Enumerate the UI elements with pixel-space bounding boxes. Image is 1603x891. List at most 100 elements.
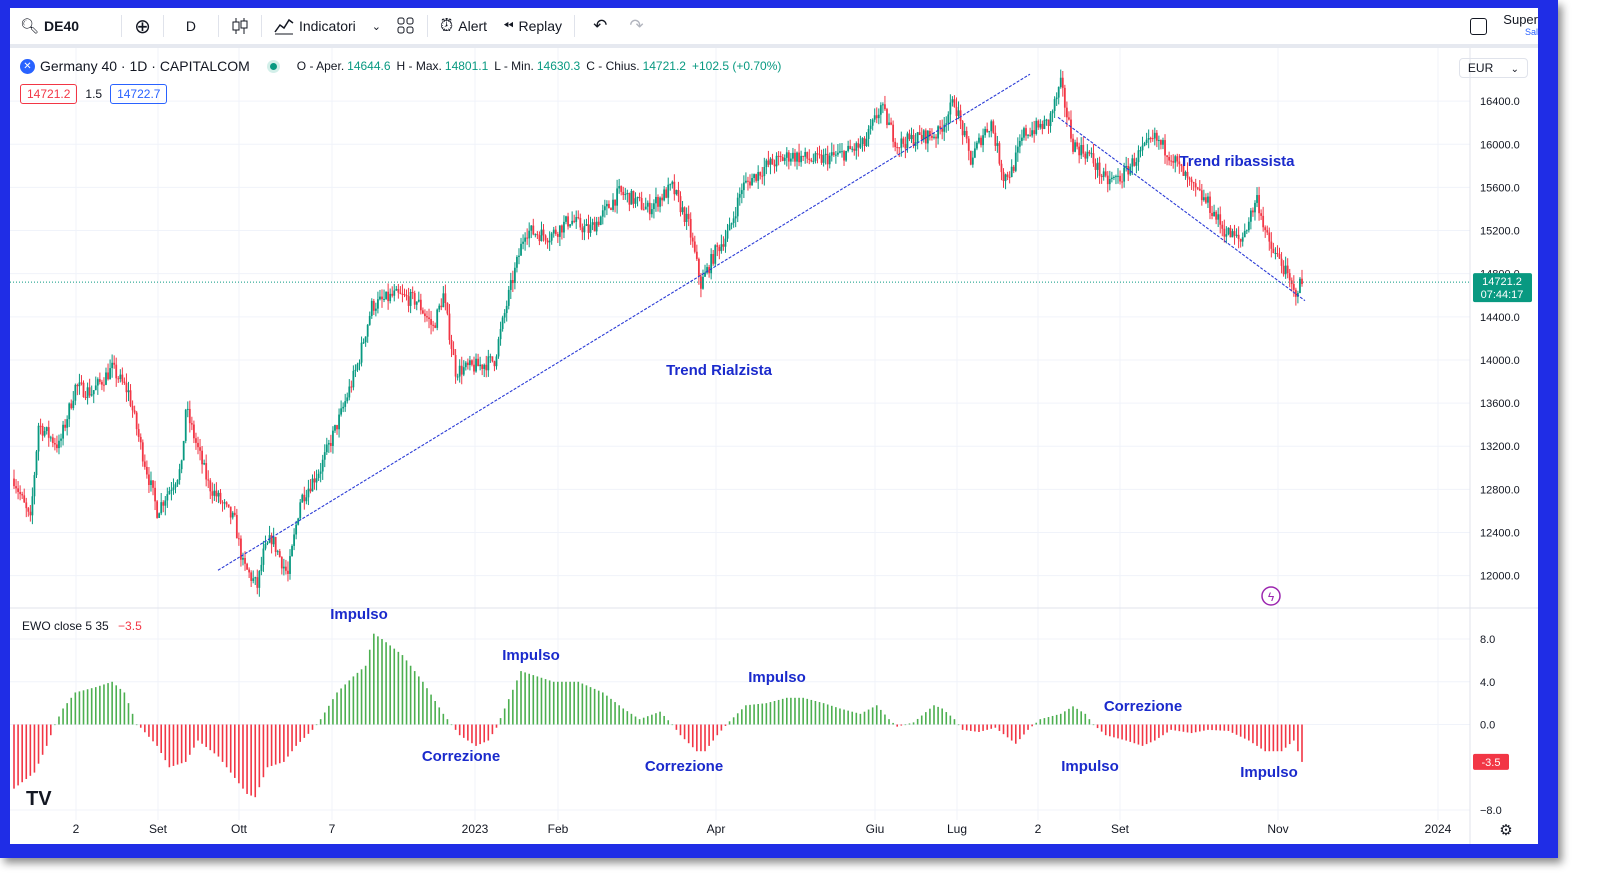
trend-lines[interactable] [217, 73, 1306, 571]
candle [534, 234, 537, 236]
uptrend-line[interactable] [217, 73, 1031, 571]
candle [695, 251, 698, 259]
ewo-bar [360, 669, 363, 725]
ewo-bar [123, 692, 126, 725]
candle [937, 126, 939, 139]
candle [156, 501, 159, 518]
ewo-bar [1047, 717, 1050, 725]
lightning-icon[interactable] [1261, 586, 1281, 606]
candle [1213, 211, 1215, 217]
candle [33, 475, 36, 497]
ewo-bar [1059, 713, 1062, 725]
ewo-legend[interactable]: EWO close 5 35 −3.5 [22, 619, 142, 633]
ask-button[interactable]: 14722.7 [110, 84, 168, 104]
candle [1292, 284, 1295, 290]
ewo-bar [822, 703, 825, 725]
candle [221, 502, 224, 504]
ewo-bar [1248, 724, 1250, 741]
candle [847, 145, 850, 151]
candle [595, 221, 598, 232]
replay-button[interactable]: ⏪︎ Replay [495, 8, 570, 46]
currency-selector[interactable]: EUR ⌄ [1458, 58, 1528, 78]
ewo-bar [843, 709, 845, 725]
indicators-button[interactable]: Indicatori ⌄ [266, 8, 389, 46]
candle [1104, 171, 1107, 176]
ewo-bar [189, 724, 191, 755]
candle [321, 459, 324, 472]
ewo-bar [82, 690, 85, 725]
candle [1016, 146, 1019, 153]
ewo-bar [307, 724, 310, 734]
ewo-bar [1141, 724, 1144, 746]
chart-canvas[interactable]: 16400.016000.015600.015200.014800.014400… [10, 48, 1538, 844]
candle [240, 538, 242, 560]
candle [828, 155, 831, 165]
candle [886, 109, 888, 125]
candle [558, 225, 561, 237]
candle [718, 246, 721, 252]
candle [1235, 234, 1238, 236]
candle [1149, 138, 1152, 140]
candle [258, 571, 261, 588]
compare-button[interactable]: ⊕ [126, 8, 159, 46]
fullscreen-button[interactable] [1462, 8, 1495, 46]
candle [131, 405, 134, 411]
candle [360, 342, 363, 363]
ewo-bar [454, 724, 457, 730]
candle [996, 143, 999, 146]
ewo-bar [139, 724, 142, 728]
ewo-bar [471, 724, 473, 744]
candle [291, 545, 293, 557]
ewo-bar [965, 724, 968, 731]
candle [143, 461, 146, 467]
ewo-bar [773, 701, 776, 725]
candle [798, 152, 800, 163]
downtrend-line[interactable] [1057, 116, 1306, 302]
candle [710, 254, 713, 274]
candle [501, 317, 504, 329]
candle [992, 121, 995, 133]
ewo-last-badge [1473, 753, 1509, 770]
candle [685, 213, 688, 222]
candle [632, 190, 635, 204]
candle [522, 241, 524, 244]
ewo-tick-label: −8.0 [1480, 805, 1502, 817]
symbol-legend: ✕ Germany 40 · 1D · CAPITALCOM O - Aper.… [20, 58, 781, 74]
candle [47, 427, 50, 438]
bid-button[interactable]: 14721.2 [20, 84, 78, 104]
candle [1233, 231, 1236, 236]
save-layout-button[interactable]: Super Sal [1495, 8, 1538, 46]
candle [622, 191, 625, 196]
gear-icon[interactable]: ⚙ [1499, 822, 1512, 839]
candle [1027, 134, 1029, 136]
candle [1090, 153, 1093, 155]
candle [325, 444, 328, 453]
ewo-bar [990, 724, 993, 729]
redo-button[interactable]: ↷ [621, 8, 651, 46]
candle [1196, 187, 1199, 189]
last-price-badge[interactable] [1473, 273, 1532, 303]
undo-button[interactable]: ↶ [579, 8, 621, 46]
ewo-bar [503, 708, 506, 725]
candle [182, 440, 185, 461]
candle [1041, 123, 1044, 129]
candle [223, 502, 226, 504]
candle [362, 342, 365, 344]
ewo-bar [863, 711, 866, 725]
ewo-bar [389, 645, 391, 725]
ewo-bar [348, 680, 351, 725]
ewo-bar [552, 681, 555, 725]
ewo-bar [937, 706, 939, 725]
symbol-search[interactable]: 🔍︎ DE40 [10, 8, 87, 46]
chevron-down-icon[interactable]: ⌄ [371, 20, 381, 33]
layouts-button[interactable] [389, 8, 423, 46]
interval-button[interactable]: D [168, 8, 214, 46]
ewo-bar [172, 724, 175, 766]
alert-button[interactable]: ⏰︎ Alert [432, 8, 495, 46]
candle [1190, 179, 1193, 183]
chart-type-button[interactable] [223, 8, 257, 46]
legend-title[interactable]: Germany 40 · 1D · CAPITALCOM [40, 58, 250, 74]
ewo-bar [1072, 706, 1074, 725]
ewo-bar [970, 724, 972, 731]
candle [542, 229, 545, 236]
